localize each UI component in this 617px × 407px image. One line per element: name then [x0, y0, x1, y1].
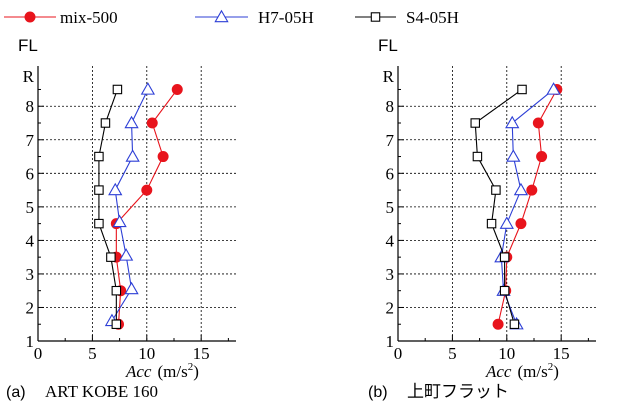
- data-point: [108, 182, 123, 196]
- x-axis-label-var: Acc: [125, 362, 152, 381]
- legend-label: mix-500: [60, 8, 118, 27]
- series-line: [115, 89, 178, 325]
- x-tick-label: 0: [394, 344, 403, 363]
- x-tick-label: 10: [138, 344, 155, 363]
- x-tick-label: 15: [193, 344, 210, 363]
- y-tick-label: R: [23, 67, 35, 86]
- data-point: [124, 281, 139, 295]
- series-line: [474, 89, 523, 325]
- y-tick-label: 3: [386, 265, 395, 284]
- data-point: [124, 115, 139, 129]
- series-line: [98, 89, 118, 325]
- data-point: [499, 216, 514, 229]
- data-point: [157, 151, 169, 163]
- y-axis-label: FL: [378, 36, 398, 55]
- data-point: [118, 248, 134, 261]
- series-line: [497, 89, 558, 325]
- x-tick-label: 15: [553, 344, 570, 363]
- data-point: [470, 118, 480, 128]
- panel-caption-prefix: (a): [6, 384, 26, 401]
- data-point: [499, 252, 510, 262]
- x-axis-label-close: ): [553, 362, 559, 381]
- legend-marker: [370, 12, 381, 22]
- y-tick-label: 1: [26, 332, 35, 351]
- data-point: [94, 218, 104, 229]
- legend-item: S4-05H: [355, 8, 459, 27]
- data-point: [472, 151, 483, 162]
- y-tick-label: 3: [26, 265, 35, 284]
- panel-caption: 上町フラット: [407, 382, 509, 401]
- data-point: [111, 319, 122, 329]
- series-S4-05H: [470, 84, 527, 329]
- data-point: [513, 182, 529, 196]
- data-point: [100, 118, 111, 128]
- y-tick-label: 7: [386, 131, 395, 150]
- panel-caption: ART KOBE 160: [45, 382, 158, 401]
- data-point: [532, 117, 544, 129]
- data-point: [526, 184, 538, 196]
- y-tick-label: 5: [386, 198, 395, 217]
- data-point: [125, 149, 140, 162]
- y-tick-label: 7: [26, 131, 35, 150]
- x-axis-label-var: Acc: [485, 362, 512, 381]
- legend-label: S4-05H: [406, 8, 459, 27]
- data-point: [536, 151, 548, 163]
- data-point: [546, 82, 561, 95]
- y-tick-label: 2: [386, 298, 395, 317]
- data-point: [112, 84, 123, 95]
- data-point: [505, 115, 520, 129]
- data-point: [94, 185, 104, 195]
- data-point: [106, 252, 116, 262]
- x-axis-label-unit: (m/s: [517, 362, 547, 381]
- data-point: [141, 184, 153, 196]
- data-point: [506, 149, 521, 162]
- data-point: [509, 319, 520, 329]
- x-axis-label: Acc (m/s2): [485, 361, 559, 381]
- data-point: [112, 214, 127, 228]
- data-point: [491, 185, 501, 195]
- data-point: [517, 84, 527, 95]
- data-point: [146, 117, 158, 129]
- y-tick-label: 6: [26, 164, 35, 183]
- x-tick-label: 5: [448, 344, 457, 363]
- data-point: [515, 218, 527, 230]
- x-axis-label-sup: 2: [548, 361, 554, 373]
- data-point: [111, 285, 122, 296]
- series-S4-05H: [94, 84, 123, 329]
- legend-marker: [214, 9, 229, 23]
- legend-item: mix-500: [4, 8, 118, 27]
- legend-marker: [24, 11, 36, 23]
- y-tick-label: 6: [386, 164, 395, 183]
- data-point: [94, 151, 104, 162]
- y-tick-label: R: [383, 67, 395, 86]
- legend-item: H7-05H: [195, 8, 314, 27]
- x-tick-label: 10: [498, 344, 515, 363]
- y-tick-label: 4: [26, 231, 35, 250]
- x-tick-label: 0: [34, 344, 43, 363]
- data-point: [486, 218, 497, 229]
- y-tick-label: 4: [386, 231, 395, 250]
- y-tick-label: 8: [26, 97, 35, 116]
- x-axis-label-close: ): [193, 362, 199, 381]
- data-point: [140, 82, 156, 95]
- y-tick-label: 5: [26, 198, 35, 217]
- x-axis-label: Acc (m/s2): [125, 361, 199, 381]
- y-axis-label: FL: [18, 36, 38, 55]
- series-H7-05H: [494, 82, 561, 330]
- panel-caption-prefix: (b): [368, 384, 388, 401]
- y-tick-label: 8: [386, 97, 395, 116]
- legend: mix-500 H7-05H S4-05H: [4, 8, 459, 27]
- y-tick-label: 1: [386, 332, 395, 351]
- data-point: [492, 318, 504, 330]
- x-axis-label-unit: (m/s: [157, 362, 187, 381]
- legend-label: H7-05H: [258, 8, 314, 27]
- data-point: [171, 83, 183, 95]
- y-tick-label: 2: [26, 298, 35, 317]
- data-point: [499, 285, 510, 296]
- x-tick-label: 5: [88, 344, 97, 363]
- x-axis-label-sup: 2: [188, 361, 194, 373]
